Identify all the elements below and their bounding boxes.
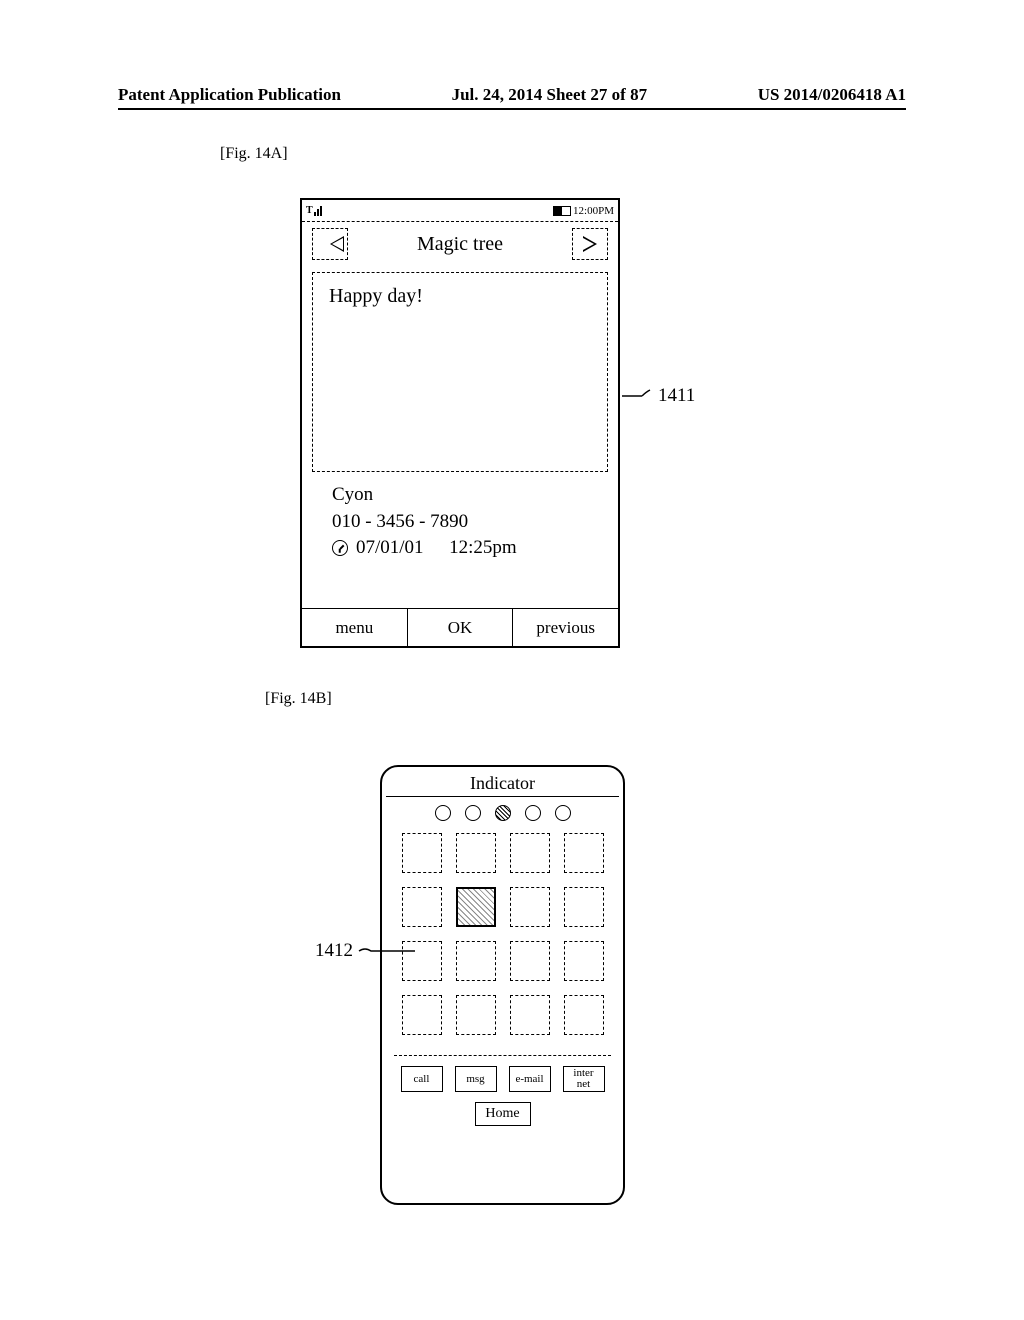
softkey-bar: menu OK previous bbox=[302, 608, 618, 646]
callout-1412: 1412 bbox=[315, 940, 417, 962]
grid-cell[interactable] bbox=[402, 833, 442, 873]
page-dot-active[interactable] bbox=[495, 805, 511, 821]
grid-cell[interactable] bbox=[510, 995, 550, 1035]
nav-row: Magic tree bbox=[302, 222, 618, 266]
sender-name: Cyon bbox=[332, 482, 588, 509]
header-right: US 2014/0206418 A1 bbox=[758, 85, 906, 105]
msg-date: 07/01/01 bbox=[356, 535, 424, 562]
page-dot[interactable] bbox=[555, 805, 571, 821]
header-mid: Jul. 24, 2014 Sheet 27 of 87 bbox=[452, 85, 648, 105]
grid-cell[interactable] bbox=[564, 941, 604, 981]
sender-number: 010 - 3456 - 7890 bbox=[332, 509, 588, 536]
page-dot[interactable] bbox=[525, 805, 541, 821]
indicator-rule bbox=[386, 796, 619, 797]
page-dot[interactable] bbox=[435, 805, 451, 821]
battery-time: 12:00PM bbox=[553, 205, 614, 217]
figure-14b-label: [Fig. 14B] bbox=[265, 690, 332, 708]
softkey-previous[interactable]: previous bbox=[512, 609, 618, 646]
sender-info: Cyon 010 - 3456 - 7890 07/01/01 12:25pm bbox=[302, 472, 618, 572]
grid-cell[interactable] bbox=[402, 887, 442, 927]
action-internet[interactable]: inter net bbox=[563, 1066, 605, 1092]
grid-cell[interactable] bbox=[564, 887, 604, 927]
grid-cell[interactable] bbox=[456, 941, 496, 981]
action-call[interactable]: call bbox=[401, 1066, 443, 1092]
phone-14a: T 12:00PM Magic tree Happy day! Cyon 010… bbox=[300, 198, 620, 648]
grid-cell[interactable] bbox=[510, 833, 550, 873]
figure-14a-label: [Fig. 14A] bbox=[220, 145, 288, 163]
status-bar: T 12:00PM bbox=[302, 200, 618, 222]
grid-cell[interactable] bbox=[510, 887, 550, 927]
signal-icon: T bbox=[306, 205, 322, 216]
grid-cell[interactable] bbox=[564, 833, 604, 873]
message-box: Happy day! bbox=[312, 272, 608, 472]
clock-icon bbox=[332, 540, 348, 556]
action-row: call msg e-mail inter net bbox=[382, 1066, 623, 1092]
indicator-label: Indicator bbox=[382, 767, 623, 796]
grid-cell[interactable] bbox=[402, 995, 442, 1035]
grid-cell[interactable] bbox=[564, 995, 604, 1035]
page-dot[interactable] bbox=[465, 805, 481, 821]
grid-cell-selected[interactable] bbox=[456, 887, 496, 927]
phone-14b: Indicator call msg e-mail inter net Home bbox=[380, 765, 625, 1205]
action-email[interactable]: e-mail bbox=[509, 1066, 551, 1092]
softkey-ok[interactable]: OK bbox=[407, 609, 513, 646]
header-rule bbox=[118, 108, 906, 110]
triangle-right-icon bbox=[583, 236, 597, 252]
page-dots bbox=[382, 805, 623, 821]
action-msg[interactable]: msg bbox=[455, 1066, 497, 1092]
grid-cell[interactable] bbox=[456, 833, 496, 873]
grid-cell[interactable] bbox=[456, 995, 496, 1035]
softkey-menu[interactable]: menu bbox=[302, 609, 407, 646]
screen-title: Magic tree bbox=[417, 233, 503, 256]
status-time: 12:00PM bbox=[573, 205, 614, 217]
callout-1411: 1411 bbox=[622, 385, 695, 407]
next-nav-button[interactable] bbox=[572, 228, 608, 260]
app-grid bbox=[382, 833, 623, 1035]
callout-1411-num: 1411 bbox=[658, 385, 695, 407]
prev-nav-button[interactable] bbox=[312, 228, 348, 260]
home-button[interactable]: Home bbox=[475, 1102, 531, 1126]
divider bbox=[394, 1055, 611, 1056]
msg-time: 12:25pm bbox=[449, 535, 517, 562]
header-left: Patent Application Publication bbox=[118, 85, 341, 105]
message-text: Happy day! bbox=[329, 285, 423, 307]
callout-1412-num: 1412 bbox=[315, 940, 353, 962]
grid-cell[interactable] bbox=[510, 941, 550, 981]
